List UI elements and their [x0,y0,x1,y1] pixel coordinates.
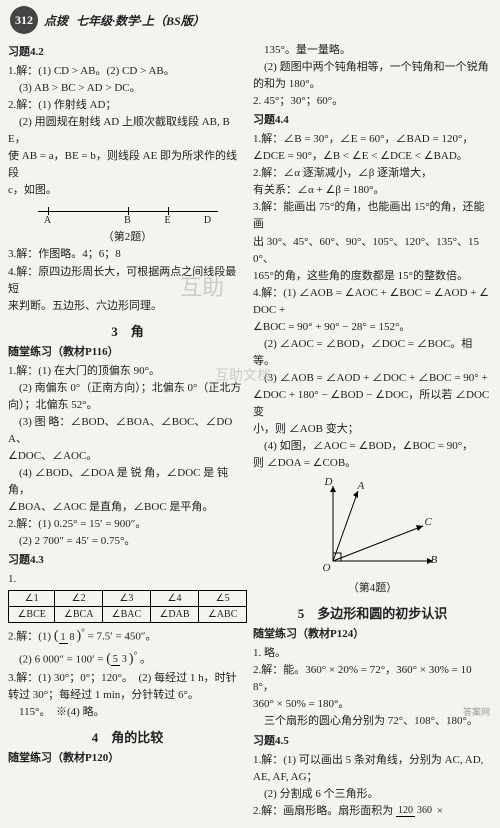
text-line: (2) 南偏东 0°（正南方向）；北偏东 0°（正北方 [8,380,247,397]
text-line: 1. 略。 [253,645,492,662]
footer-watermark: 答案网 [463,705,490,718]
page-number-badge: 312 [10,6,38,34]
text-line: ∠BOC = 90° + 90° − 28° = 152°。 [253,319,492,336]
table-cell: ∠ABC [199,607,247,623]
diagram-label: B [431,554,438,566]
diagram-label: O [323,562,331,574]
segment-label: D [204,215,211,226]
text-line: 2.解：(1) (18)° = 7.5′ = 450″。 [8,625,247,647]
text-line: 4.解：(1) ∠AOB = ∠AOC + ∠BOC = ∠AOD + ∠DOC… [253,285,492,319]
left-column: 习题4.2 1.解：(1) CD > AB。(2) CD > AB。 (3) A… [8,42,247,820]
text-line: (4) 如图，∠AOC = ∠BOD，∠BOC = 90°， [253,438,492,455]
text-line: 来判断。五边形、六边形同理。 [8,298,247,315]
text-line: 使 AB = a，BE = b，则线段 AE 即为所求作的线段 [8,148,247,182]
right-column: 135°。量一量略。 (2) 题图中两个钝角相等，一个钝角和一个锐角 的和为 1… [253,42,492,820]
section-title: 4 角的比较 [8,727,247,746]
text-line: (3) ∠AOB = ∠AOD + ∠DOC + ∠BOC = 90° + [253,370,492,387]
text-line: (3) 图 略：∠BOD、∠BOA、∠BOC、∠DOA、 [8,414,247,448]
page-header: 312 点拨 七年级·数学·上（BS版） [0,0,500,40]
table-cell: ∠1 [9,591,55,607]
text-line: 360° × 50% = 180°。 [253,696,492,713]
text-line: 3.解：(1) 30°；0°；120°。 (2) 每经过 1 h，时针 [8,670,247,687]
section-title: 5 多边形和圆的初步认识 [253,603,492,622]
table-cell: ∠BCE [9,607,55,623]
text-line: (2) ∠AOC = ∠BOD，∠DOC = ∠BOC。相等。 [253,336,492,370]
text-line: 2.解：(1) 作射线 AD； [8,97,247,114]
practice-heading: 随堂练习（教材P124） [253,626,492,643]
section-title: 3 角 [8,321,247,340]
text-line: c，如图。 [8,182,247,199]
diagram-label: D [325,476,333,488]
table-cell: ∠3 [103,591,151,607]
text-line: ∠DOC、∠AOC。 [8,448,247,465]
table-cell: ∠4 [150,591,198,607]
text-line: 1.解：(1) 在大门的顶偏东 90°。 [8,363,247,380]
table-row: ∠1 ∠2 ∠3 ∠4 ∠5 [9,591,247,607]
text-line: AE, AF, AG； [253,769,492,786]
text-line: 的和为 180°。 [253,76,492,93]
exercise-heading: 习题4.2 [8,44,247,61]
content-columns: 习题4.2 1.解：(1) CD > AB。(2) CD > AB。 (3) A… [0,40,500,828]
text-line: 3.解：作图略。4；6；8 [8,246,247,263]
text-line: 2.解：能。360° × 20% = 72°，360° × 30% = 108°… [253,662,492,696]
text-line: 2.解：∠α 逐渐减小，∠β 逐渐增大， [253,165,492,182]
text-line: 115°。 ※(4) 略。 [8,704,247,721]
text-line: 3.解：能画出 75°的角，也能画出 15°的角，还能画 [253,199,492,233]
segment-label: B [124,215,131,226]
angle-table: ∠1 ∠2 ∠3 ∠4 ∠5 ∠BCE ∠BCA ∠BAC ∠DAB ∠ABC [8,590,247,623]
text-line: 小，则 ∠AOB 变大； [253,421,492,438]
practice-heading: 随堂练习（教材P116） [8,344,247,361]
text-line: 有关系：∠α + ∠β = 180°。 [253,182,492,199]
text-line: 2. 45°；30°；60°。 [253,93,492,110]
text-line: (4) ∠BOD、∠DOA 是 锐 角，∠DOC 是 钝 角， [8,465,247,499]
text-line: 向）；北偏东 52°。 [8,397,247,414]
diagram-caption: （第2题） [8,229,247,246]
diagram-label: A [358,480,365,492]
text-line: 4.解：原四边形周长大，可根据两点之间线段最短 [8,264,247,298]
text-line: 1.解：(1) CD > AB。(2) CD > AB。 [8,63,247,80]
header-brand: 点拨 [44,12,68,29]
text-line: 1.解：∠B = 30°，∠E = 60°，∠BAD = 120°， [253,131,492,148]
text-line: 转过 30°；每经过 1 min，分针转过 6°。 [8,687,247,704]
text-line: (2) 6 000″ = 100′ = (53)° 。 [8,648,247,670]
text-line: 2.解：画扇形略。扇形面积为 120360 × [253,803,492,820]
table-cell: ∠2 [55,591,103,607]
text-line: (3) AB > BC > AD > DC。 [8,80,247,97]
exercise-heading: 习题4.3 [8,552,247,569]
exercise-heading: 习题4.4 [253,112,492,129]
text-line: 2.解：(1) 0.25° = 15′ = 900″。 [8,516,247,533]
segment-label: E [164,215,170,226]
text-line: 1.解：(1) 可以画出 5 条对角线，分别为 AC, AD, [253,752,492,769]
text-line: ∠BOA、∠AOC 是直角，∠BOC 是平角。 [8,499,247,516]
table-cell: ∠5 [199,591,247,607]
table-cell: ∠BAC [103,607,151,623]
text-line: 三个扇形的圆心角分别为 72°、108°、180°。 [253,713,492,730]
table-cell: ∠DAB [150,607,198,623]
header-title: 七年级·数学·上（BS版） [76,12,205,29]
exercise-heading: 习题4.5 [253,733,492,750]
diagram-label: C [425,516,432,528]
text-line: (2) 用圆规在射线 AD 上顺次截取线段 AB, BE， [8,114,247,148]
text-line: 则 ∠DOA = ∠COB。 [253,455,492,472]
text-line: (2) 分割成 6 个三角形。 [253,786,492,803]
segment-label: A [44,215,51,226]
diagram-caption: （第4题） [253,580,492,597]
text-line: ∠DCE = 90°，∠B < ∠E < ∠DCE < ∠BAD。 [253,148,492,165]
table-row: ∠BCE ∠BCA ∠BAC ∠DAB ∠ABC [9,607,247,623]
text-line: ∠DOC + 180° − ∠BOD − ∠DOC，所以若 ∠DOC 变 [253,387,492,421]
text-line: 出 30°、45°、60°、90°、105°、120°、135°、150°、 [253,234,492,268]
segment-diagram: A B E D [28,201,228,229]
table-cell: ∠BCA [55,607,103,623]
text-line: 165°的角，这些角的度数都是 15°的整数倍。 [253,268,492,285]
practice-heading: 随堂练习（教材P120） [8,750,247,767]
text-line: 1. [8,571,247,588]
text-line: (2) 题图中两个钝角相等，一个钝角和一个锐角 [253,59,492,76]
text-line: 135°。量一量略。 [253,42,492,59]
angle-diagram: D A C O B [303,476,443,576]
text-line: (2) 2 700″ = 45′ = 0.75°。 [8,533,247,550]
